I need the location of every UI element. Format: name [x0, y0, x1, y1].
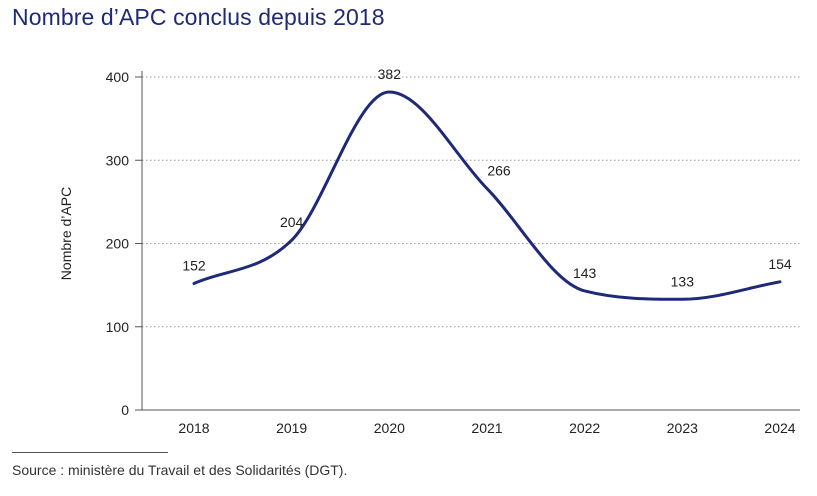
- axes: [135, 71, 800, 411]
- series-path: [192, 90, 782, 301]
- chart-title: Nombre d’APC conclus depuis 2018: [12, 4, 385, 30]
- y-tick-label: 100: [106, 319, 130, 335]
- data-label: 143: [573, 265, 597, 281]
- x-tick-label: 2024: [764, 420, 795, 436]
- data-labels: 152 204 382 266 143 133 154: [182, 66, 792, 289]
- footnote-divider: [12, 452, 168, 453]
- x-tick-label: 2018: [178, 420, 209, 436]
- x-tick-label: 2020: [374, 420, 405, 436]
- source-note: Source : ministère du Travail et des Sol…: [12, 462, 348, 478]
- data-label: 154: [768, 256, 792, 272]
- data-label: 152: [182, 257, 206, 273]
- y-tick-label: 200: [106, 236, 130, 252]
- x-tick-label: 2023: [667, 420, 698, 436]
- data-label: 382: [378, 66, 402, 82]
- y-tick-label: 0: [121, 402, 129, 418]
- y-tick-label: 400: [106, 69, 130, 85]
- x-tick-label: 2019: [276, 420, 307, 436]
- data-label: 204: [280, 214, 304, 230]
- y-tick-label: 300: [106, 152, 130, 168]
- y-axis-label: Nombre d’APC: [58, 187, 74, 280]
- series-line: [192, 90, 782, 301]
- x-tick-label: 2021: [471, 420, 502, 436]
- data-label: 266: [487, 163, 511, 179]
- y-tick-labels: 0 100 200 300 400: [106, 69, 130, 418]
- x-tick-label: 2022: [569, 420, 600, 436]
- x-tick-labels: 2018 2019 2020 2021 2022 2023 2024: [178, 420, 795, 436]
- data-label: 133: [671, 273, 695, 289]
- gridlines: [142, 76, 800, 328]
